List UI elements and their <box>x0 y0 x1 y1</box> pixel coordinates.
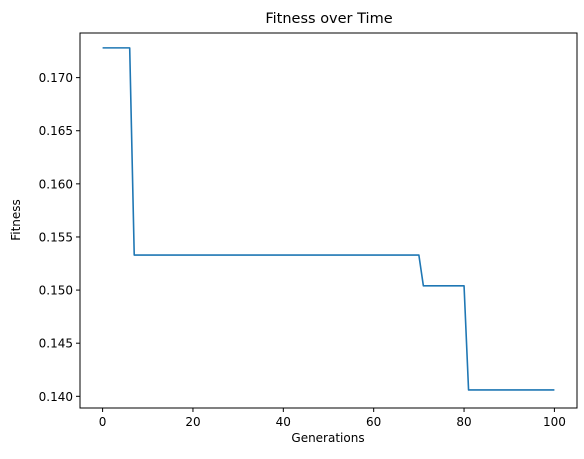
y-axis-label: Fitness <box>9 199 23 241</box>
x-axis-label: Generations <box>291 431 364 445</box>
x-tick-label: 100 <box>543 415 566 429</box>
y-tick-label: 0.155 <box>39 230 73 244</box>
x-tick-label: 40 <box>276 415 291 429</box>
y-tick-label: 0.150 <box>39 284 73 298</box>
plot-frame <box>79 32 578 409</box>
x-tick-label: 0 <box>99 415 107 429</box>
y-tick-label: 0.145 <box>39 337 73 351</box>
x-tick-label: 80 <box>456 415 471 429</box>
x-tick-label: 20 <box>185 415 200 429</box>
y-tick-label: 0.170 <box>39 71 73 85</box>
fitness-series-line <box>102 47 555 391</box>
chart-title: Fitness over Time <box>265 11 392 27</box>
plot-area <box>80 33 577 408</box>
y-tick-label: 0.140 <box>39 390 73 404</box>
y-tick-label: 0.165 <box>39 124 73 138</box>
y-tick-label: 0.160 <box>39 177 73 191</box>
x-tick-label: 60 <box>366 415 381 429</box>
